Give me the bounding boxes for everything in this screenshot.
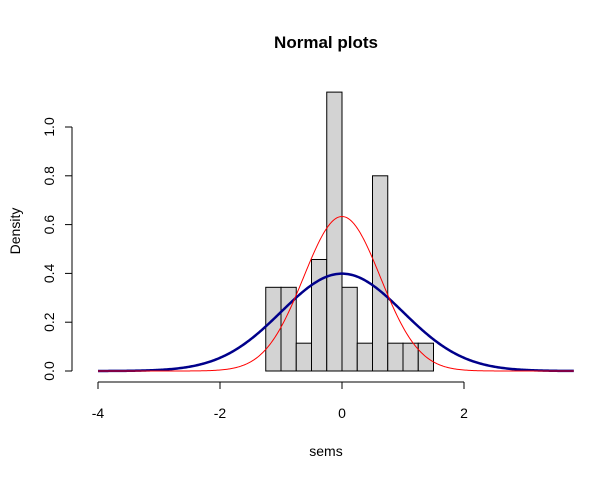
histogram-bars	[265, 91, 434, 372]
histogram-bar	[311, 258, 328, 372]
y-tick-label: 0.8	[41, 166, 57, 186]
y-tick-label: 0.0	[41, 361, 57, 381]
x-axis-label: sems	[309, 443, 342, 459]
y-tick-label: 0.6	[41, 215, 57, 235]
x-axis: -4 -2 0 2	[92, 381, 468, 421]
y-tick-label: 1.0	[41, 117, 57, 137]
x-tick-label: -4	[92, 405, 105, 421]
normal-curve-wide	[97, 272, 574, 373]
y-axis-label: Density	[7, 208, 23, 255]
histogram-bar	[326, 91, 343, 372]
normal-curve-narrow	[98, 215, 574, 372]
x-tick-label: 0	[338, 405, 346, 421]
histogram-bar	[265, 286, 282, 372]
y-tick-label: 0.2	[41, 312, 57, 332]
histogram-bar	[372, 175, 389, 372]
x-tick-label: 2	[460, 405, 468, 421]
histogram-bar	[341, 286, 358, 372]
density-curves	[97, 215, 574, 373]
y-axis: 0.0 0.2 0.4 0.6 0.8 1.0	[41, 117, 73, 381]
x-tick-label: -2	[214, 405, 227, 421]
y-tick-label: 0.4	[41, 263, 57, 283]
histogram-bar	[295, 342, 312, 372]
histogram-bar	[356, 342, 373, 372]
chart-title: Normal plots	[274, 33, 378, 52]
histogram-bar	[387, 342, 404, 372]
